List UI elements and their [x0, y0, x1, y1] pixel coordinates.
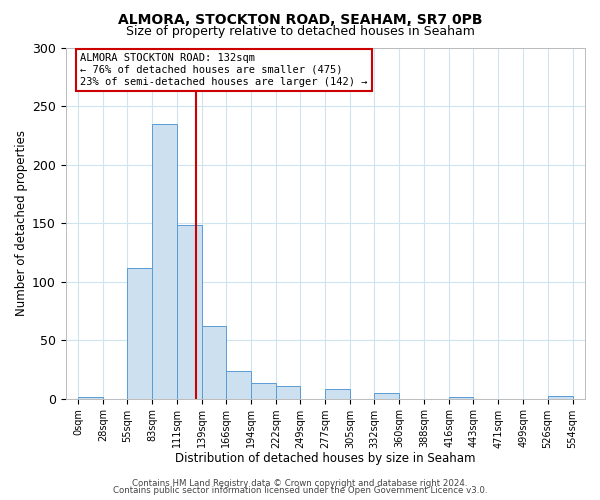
Bar: [226, 370, 251, 398]
Bar: [152, 124, 177, 398]
Bar: [177, 226, 202, 398]
Bar: [374, 393, 400, 398]
Bar: [251, 384, 277, 398]
Text: Size of property relative to detached houses in Seaham: Size of property relative to detached ho…: [125, 25, 475, 38]
Bar: [548, 396, 572, 398]
Bar: [202, 326, 226, 398]
Text: Contains HM Land Registry data © Crown copyright and database right 2024.: Contains HM Land Registry data © Crown c…: [132, 478, 468, 488]
Text: ALMORA STOCKTON ROAD: 132sqm
← 76% of detached houses are smaller (475)
23% of s: ALMORA STOCKTON ROAD: 132sqm ← 76% of de…: [80, 54, 368, 86]
Bar: [325, 389, 350, 398]
Text: Contains public sector information licensed under the Open Government Licence v3: Contains public sector information licen…: [113, 486, 487, 495]
Text: ALMORA, STOCKTON ROAD, SEAHAM, SR7 0PB: ALMORA, STOCKTON ROAD, SEAHAM, SR7 0PB: [118, 12, 482, 26]
X-axis label: Distribution of detached houses by size in Seaham: Distribution of detached houses by size …: [175, 452, 476, 465]
Bar: [277, 386, 301, 398]
Y-axis label: Number of detached properties: Number of detached properties: [15, 130, 28, 316]
Bar: [127, 268, 152, 398]
